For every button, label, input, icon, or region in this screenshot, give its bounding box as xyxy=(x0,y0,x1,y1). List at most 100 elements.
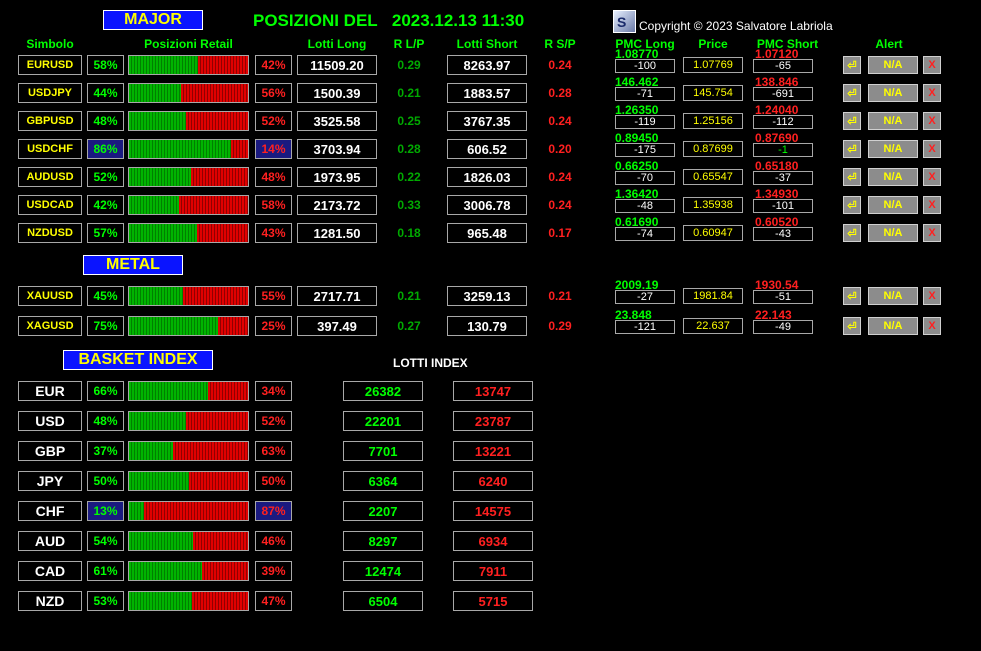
alert-na-button[interactable]: N/A xyxy=(868,112,918,130)
index-lotti-short: 7911 xyxy=(453,561,533,581)
alert-close-button[interactable]: X xyxy=(923,56,941,74)
long-bar-segment xyxy=(129,412,187,430)
long-bar-segment xyxy=(129,168,191,186)
short-percent: 25% xyxy=(255,316,292,336)
alert-close-button[interactable]: X xyxy=(923,224,941,242)
title-datetime: 2023.12.13 11:30 xyxy=(391,11,525,30)
long-percent: 53% xyxy=(87,591,124,611)
alert-na-button[interactable]: N/A xyxy=(868,317,918,335)
ratio-long: 0.29 xyxy=(397,58,421,72)
long-bar-segment xyxy=(129,592,193,610)
alert-close-button[interactable]: X xyxy=(923,168,941,186)
alert-close-button[interactable]: X xyxy=(923,287,941,305)
lotti-short-value: 130.79 xyxy=(447,316,527,336)
alert-na-button[interactable]: N/A xyxy=(868,287,918,305)
currency-aud[interactable]: AUD xyxy=(18,531,82,551)
currency-eur[interactable]: EUR xyxy=(18,381,82,401)
alert-bell-button[interactable]: ⏎ xyxy=(843,287,861,305)
short-percent: 42% xyxy=(255,55,292,75)
header-r-lp: R L/P xyxy=(393,37,425,51)
alert-na-button[interactable]: N/A xyxy=(868,196,918,214)
pmc-long-distance: -48 xyxy=(615,199,675,213)
alert-bell-button[interactable]: ⏎ xyxy=(843,317,861,335)
alert-na-button[interactable]: N/A xyxy=(868,56,918,74)
ratio-long: 0.18 xyxy=(397,226,421,240)
pmc-long-price: 146.462 xyxy=(615,75,659,89)
ratio-long: 0.27 xyxy=(397,319,421,333)
alert-na-button[interactable]: N/A xyxy=(868,168,918,186)
pmc-long-distance: -71 xyxy=(615,87,675,101)
retail-position-bar xyxy=(128,83,249,103)
currency-jpy[interactable]: JPY xyxy=(18,471,82,491)
currency-nzd[interactable]: NZD xyxy=(18,591,82,611)
long-bar-segment xyxy=(129,562,202,580)
symbol-audusd[interactable]: AUDUSD xyxy=(18,167,82,187)
long-percent: 57% xyxy=(87,223,124,243)
short-percent: 63% xyxy=(255,441,292,461)
pmc-short-price: 1.34930 xyxy=(755,187,799,201)
long-bar-segment xyxy=(129,84,182,102)
currency-gbp[interactable]: GBP xyxy=(18,441,82,461)
ratio-short: 0.28 xyxy=(548,86,572,100)
pmc-short-price: 1930.54 xyxy=(755,278,799,292)
major-banner: MAJOR xyxy=(103,10,203,30)
lotti-long-value: 11509.20 xyxy=(297,55,377,75)
alert-bell-button[interactable]: ⏎ xyxy=(843,112,861,130)
alert-close-button[interactable]: X xyxy=(923,84,941,102)
alert-bell-button[interactable]: ⏎ xyxy=(843,84,861,102)
short-bar-segment xyxy=(198,56,248,74)
index-lotti-long: 2207 xyxy=(343,501,423,521)
pmc-short-distance: -1 xyxy=(753,143,813,157)
symbol-usdjpy[interactable]: USDJPY xyxy=(18,83,82,103)
logo-icon: S xyxy=(613,10,636,33)
alert-close-button[interactable]: X xyxy=(923,140,941,158)
pmc-short-distance: -49 xyxy=(753,320,813,334)
long-bar-segment xyxy=(129,502,145,520)
index-lotti-long: 6364 xyxy=(343,471,423,491)
symbol-gbpusd[interactable]: GBPUSD xyxy=(18,111,82,131)
alert-close-button[interactable]: X xyxy=(923,317,941,335)
lotti-long-value: 2717.71 xyxy=(297,286,377,306)
long-percent: 48% xyxy=(87,411,124,431)
pmc-short-distance: -37 xyxy=(753,171,813,185)
symbol-usdcad[interactable]: USDCAD xyxy=(18,195,82,215)
alert-na-button[interactable]: N/A xyxy=(868,140,918,158)
long-percent: 42% xyxy=(87,195,124,215)
alert-na-button[interactable]: N/A xyxy=(868,84,918,102)
alert-bell-button[interactable]: ⏎ xyxy=(843,140,861,158)
retail-position-bar xyxy=(128,316,249,336)
ratio-short: 0.24 xyxy=(548,198,572,212)
long-percent: 75% xyxy=(87,316,124,336)
index-lotti-long: 12474 xyxy=(343,561,423,581)
symbol-xagusd[interactable]: XAGUSD xyxy=(18,316,82,336)
short-percent: 55% xyxy=(255,286,292,306)
short-percent: 50% xyxy=(255,471,292,491)
alert-close-button[interactable]: X xyxy=(923,112,941,130)
currency-cad[interactable]: CAD xyxy=(18,561,82,581)
alert-bell-button[interactable]: ⏎ xyxy=(843,196,861,214)
pmc-long-price: 2009.19 xyxy=(615,278,659,292)
short-bar-segment xyxy=(231,140,248,158)
symbol-eurusd[interactable]: EURUSD xyxy=(18,55,82,75)
retail-position-bar xyxy=(128,139,249,159)
pmc-long-price: 23.848 xyxy=(615,308,652,322)
alert-bell-button[interactable]: ⏎ xyxy=(843,56,861,74)
pmc-short-distance: -43 xyxy=(753,227,813,241)
symbol-nzdusd[interactable]: NZDUSD xyxy=(18,223,82,243)
symbol-usdchf[interactable]: USDCHF xyxy=(18,139,82,159)
alert-na-button[interactable]: N/A xyxy=(868,224,918,242)
currency-usd[interactable]: USD xyxy=(18,411,82,431)
lotti-long-value: 1973.95 xyxy=(297,167,377,187)
short-percent: 52% xyxy=(255,411,292,431)
symbol-xauusd[interactable]: XAUUSD xyxy=(18,286,82,306)
alert-bell-button[interactable]: ⏎ xyxy=(843,224,861,242)
alert-bell-button[interactable]: ⏎ xyxy=(843,168,861,186)
pmc-short-price: 138.846 xyxy=(755,75,799,89)
retail-position-bar xyxy=(128,441,249,461)
alert-close-button[interactable]: X xyxy=(923,196,941,214)
header-r-sp: R S/P xyxy=(544,37,576,51)
index-lotti-long: 22201 xyxy=(343,411,423,431)
short-bar-segment xyxy=(218,317,248,335)
pmc-long-distance: -27 xyxy=(615,290,675,304)
currency-chf[interactable]: CHF xyxy=(18,501,82,521)
